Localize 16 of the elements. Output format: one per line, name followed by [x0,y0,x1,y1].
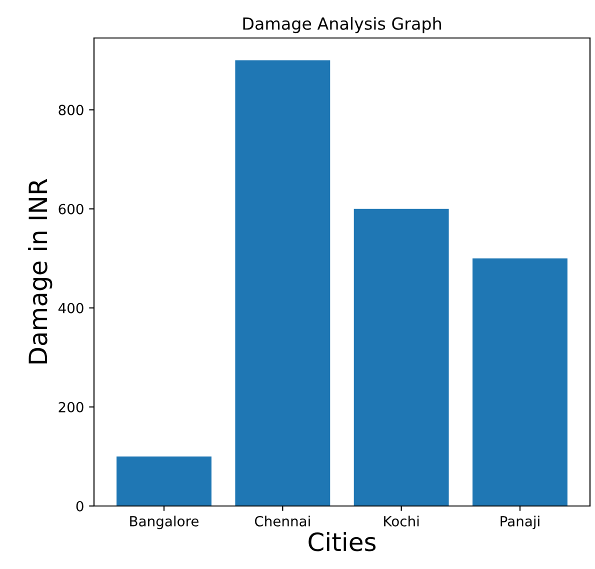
y-tick-label: 200 [58,402,84,412]
bar [472,258,568,506]
bar [235,60,330,506]
chart-title: Damage Analysis Graph [243,17,441,34]
x-tick-label: Bangalore [130,516,199,530]
x-tick-label: Panaji [500,516,540,530]
bar [354,208,449,506]
y-tick-label: 800 [58,104,84,116]
y-tick-label: 0 [76,500,84,512]
y-tick-label: 400 [58,302,84,314]
y-axis-title: Damage in INR [28,178,52,364]
x-tick-label: Chennai [254,516,310,526]
x-tick-label: Kochi [384,516,419,526]
x-axis-title: Cities [308,532,376,552]
y-tick-label: 600 [58,204,84,214]
bar [116,456,212,506]
